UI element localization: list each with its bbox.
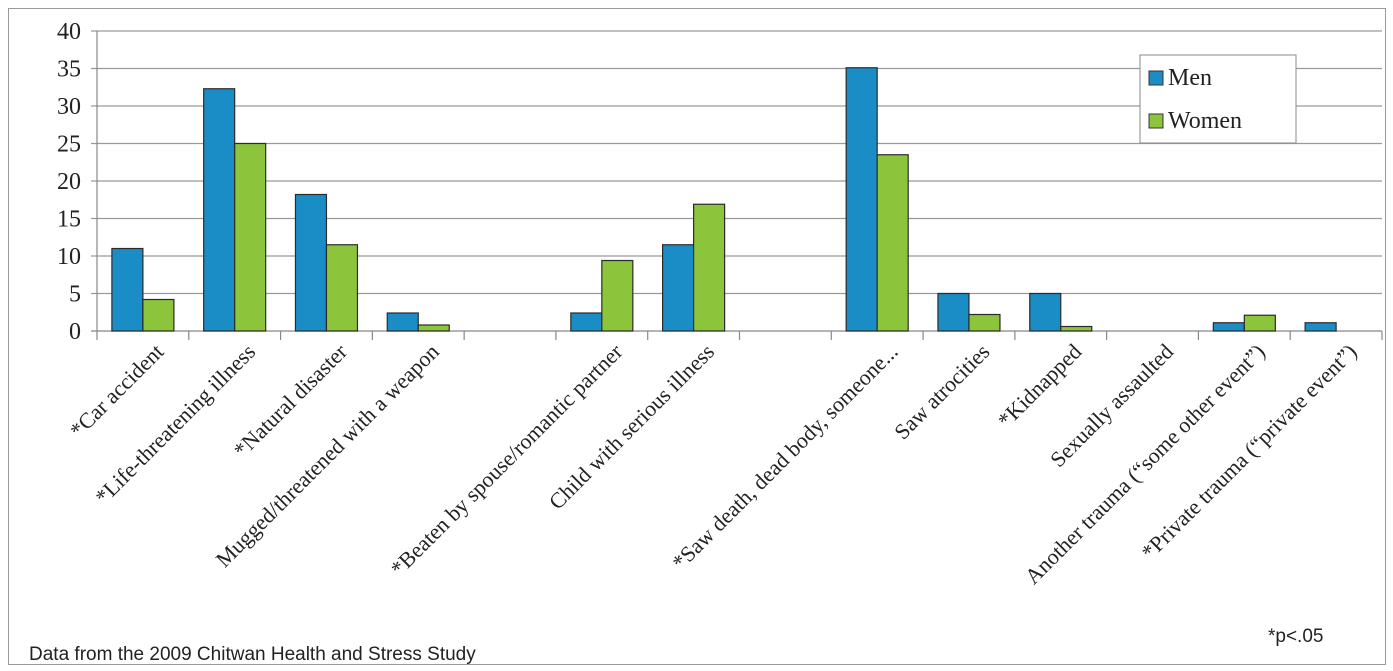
source-note: Data from the 2009 Chitwan Health and St… — [29, 644, 476, 665]
bar-men — [937, 292, 970, 332]
x-category-label: *Life-threatening illness — [90, 339, 260, 509]
x-category-label: *Car accident — [65, 339, 169, 443]
bar-men — [845, 67, 878, 332]
bar-men — [386, 312, 419, 332]
y-axis-ticks: 0 5 10 15 20 25 30 35 40 — [57, 19, 81, 345]
bar-women — [325, 244, 359, 332]
significance-note: *p<.05 — [1268, 626, 1323, 647]
legend: Men Women — [1139, 54, 1297, 144]
bar-women — [601, 259, 634, 332]
legend-swatch-men — [1148, 70, 1164, 86]
bar-men — [570, 312, 603, 332]
bar-women — [876, 154, 909, 332]
bar-men — [1212, 322, 1245, 332]
bar-men — [294, 193, 328, 332]
legend-label-men: Men — [1168, 65, 1212, 91]
y-tick-label: 35 — [57, 57, 81, 83]
legend-swatch-women — [1148, 113, 1164, 129]
x-category-label: Child with serious illness — [544, 339, 719, 514]
y-tick-label: 10 — [57, 244, 81, 270]
bar-women — [417, 324, 450, 332]
bar-women — [1060, 325, 1093, 332]
y-tick-label: 30 — [57, 94, 81, 120]
bar-men — [1029, 292, 1062, 332]
bar-men — [662, 244, 695, 332]
bar-men — [111, 247, 144, 332]
bar-women — [234, 142, 267, 332]
y-tick-label: 40 — [57, 19, 81, 45]
bar-men — [1304, 322, 1337, 332]
y-tick-label: 15 — [57, 207, 81, 233]
legend-box — [1139, 54, 1297, 144]
bar-women — [693, 203, 726, 332]
x-axis-labels: *Car accident*Life-threatening illness*N… — [65, 338, 1362, 589]
y-tick-label: 20 — [57, 169, 81, 195]
x-category-label: *Saw death, dead body, someone... — [667, 339, 903, 575]
y-tick-label: 5 — [69, 282, 81, 308]
y-tick-label: 25 — [57, 132, 81, 158]
x-category-label: *Kidnapped — [993, 339, 1087, 433]
bars — [111, 67, 1337, 332]
y-tick-label: 0 — [69, 319, 81, 345]
x-category-label: Saw atrocities — [889, 339, 994, 444]
bar-women — [1243, 314, 1276, 332]
bar-women — [968, 313, 1001, 332]
bar-women — [142, 298, 175, 332]
bar-men — [203, 88, 236, 332]
legend-label-women: Women — [1168, 108, 1242, 134]
